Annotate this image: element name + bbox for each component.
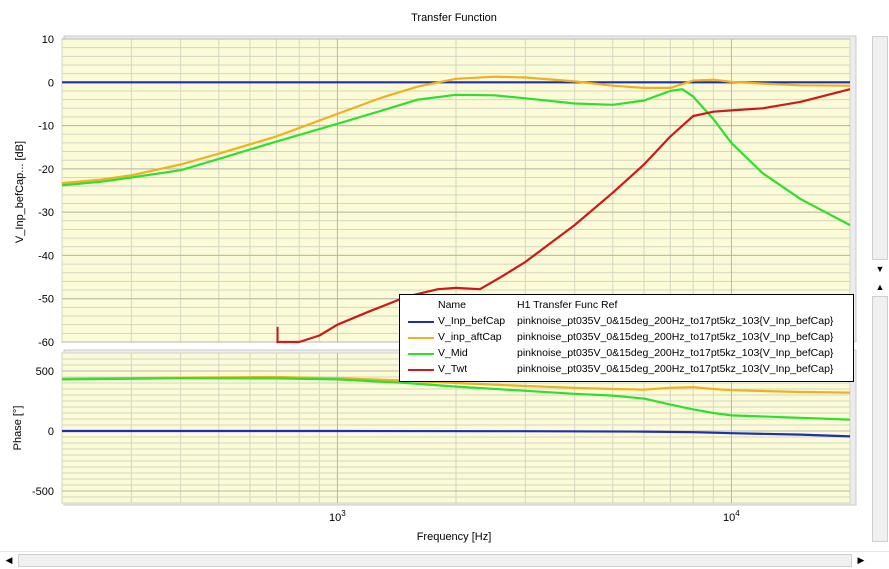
- x-tick-label: 104: [723, 509, 740, 524]
- x-axis-label: Frequency [Hz]: [417, 531, 492, 543]
- magnitude-series: [61, 75, 851, 344]
- phase-series: [61, 375, 851, 438]
- y-tick-label: 0: [48, 426, 54, 438]
- phase-y-axis-label: Phase [°]: [12, 406, 24, 451]
- scrollbar-thumb-upper[interactable]: [872, 36, 888, 260]
- magnitude-y-ticks: 10 0 -10 -20 -30 -40 -50 -60: [38, 34, 54, 349]
- series-line: [62, 429, 851, 438]
- scrollbar-thumb-lower[interactable]: [872, 296, 888, 542]
- y-tick-label: -40: [38, 250, 54, 262]
- scroll-down-arrow-icon[interactable]: ▼: [875, 264, 885, 274]
- legend-entry-ref: pinknoise_pt035V_0&15deg_200Hz_to17pt5kz…: [517, 315, 834, 327]
- vertical-scrollbar[interactable]: ▼ ▲: [871, 0, 889, 551]
- legend-entry-name: V_Mid: [438, 347, 468, 359]
- legend-entry[interactable]: V_inp_aftCap pinknoise_pt035V_0&15deg_20…: [400, 330, 853, 346]
- y-tick-label: -60: [38, 337, 54, 349]
- scrollbar-thumb[interactable]: [18, 554, 852, 567]
- y-tick-label: -500: [32, 486, 54, 498]
- y-tick-label: -10: [38, 121, 54, 133]
- y-tick-label: -50: [38, 294, 54, 306]
- transfer-function-chart: Transfer Function 100-10-20-30-40-50-60 …: [12, 12, 857, 543]
- series-line: [61, 375, 851, 394]
- magnitude-y-axis-label: V_Inp_befCap... [dB]: [14, 141, 26, 243]
- chart-title: Transfer Function: [411, 12, 497, 24]
- y-tick-label: -30: [38, 207, 54, 219]
- series-line: [61, 88, 851, 227]
- scroll-up-arrow-icon[interactable]: ▲: [875, 282, 885, 292]
- legend-entry[interactable]: V_Mid pinknoise_pt035V_0&15deg_200Hz_to1…: [400, 346, 853, 362]
- legend-ref-header: H1 Transfer Func Ref: [517, 299, 618, 311]
- scroll-left-arrow-icon[interactable]: ◀: [5, 555, 13, 565]
- legend-entry[interactable]: V_Inp_befCap pinknoise_pt035V_0&15deg_20…: [400, 314, 853, 330]
- scroll-right-arrow-icon[interactable]: ▶: [857, 555, 865, 565]
- y-tick-label: -20: [38, 164, 54, 176]
- legend-swatch: [408, 369, 434, 371]
- y-tick-label: 0: [48, 77, 54, 89]
- legend-entry-name: V_Inp_befCap: [438, 315, 506, 327]
- legend-swatch: [408, 353, 434, 355]
- series-line: [61, 377, 851, 421]
- legend-entry-ref: pinknoise_pt035V_0&15deg_200Hz_to17pt5kz…: [517, 347, 834, 359]
- legend-entry-ref: pinknoise_pt035V_0&15deg_200Hz_to17pt5kz…: [517, 363, 834, 375]
- phase-y-ticks: 500 0 -500: [32, 366, 54, 498]
- legend-entry-name: V_inp_aftCap: [438, 331, 502, 343]
- legend-entry-ref: pinknoise_pt035V_0&15deg_200Hz_to17pt5kz…: [517, 331, 834, 343]
- legend-header: Name H1 Transfer Func Ref: [400, 298, 853, 314]
- y-tick-label: 500: [36, 366, 54, 378]
- legend-entry[interactable]: V_Twt pinknoise_pt035V_0&15deg_200Hz_to1…: [400, 362, 853, 378]
- frequency-x-ticks: 103 104: [329, 509, 740, 524]
- x-tick-label: 103: [329, 509, 346, 524]
- legend-name-header: Name: [438, 299, 467, 311]
- legend-swatch: [408, 337, 434, 339]
- y-tick-label: 10: [42, 34, 54, 46]
- series-line: [276, 88, 851, 344]
- series-line: [61, 75, 851, 185]
- legend[interactable]: Name H1 Transfer Func Ref V_Inp_befCap p…: [399, 294, 854, 382]
- horizontal-scrollbar[interactable]: ◀ ▶: [0, 551, 889, 569]
- legend-swatch: [408, 321, 434, 323]
- legend-entry-name: V_Twt: [438, 363, 468, 375]
